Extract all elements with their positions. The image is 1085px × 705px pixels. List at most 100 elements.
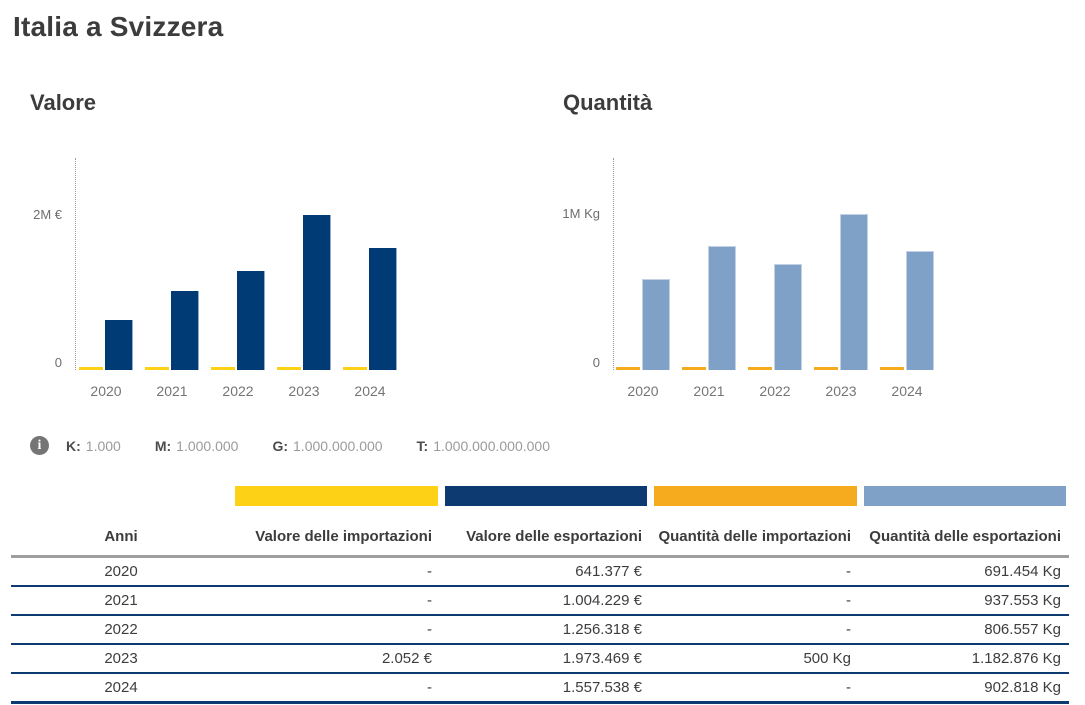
cell-value: 1.004.229 € [440,586,650,616]
x-axis-labels-quantita: 2020 2021 2022 2023 2024 [563,383,993,399]
y-axis-max-label: 1M Kg [562,206,600,221]
table-row-2023: 2023 2.052 €1.973.469 €500 Kg 1.182.876 Kg [11,644,1069,674]
x-axis-label-2024: 2024 [891,383,923,399]
bar-export-2024[interactable] [906,251,934,370]
column-header-valore-esportazioni: Valore delle esportazioni [440,521,650,558]
y-axis-quantita: 1M Kg 0 [562,158,613,370]
bar-export-2021[interactable] [171,291,199,370]
cell-value: - [650,673,859,704]
y-axis-max-label: 2M € [33,207,62,222]
cell-value: 1.182.876 Kg [859,644,1069,674]
cell-value: - [231,615,440,645]
table-row-2024: 2024-1.557.538 € -902.818 Kg [11,673,1069,704]
bar-export-2020[interactable] [642,279,670,370]
cell-year: 2024 [11,673,231,704]
chart-title-quantita: Quantità [563,90,653,115]
unit-legend-item-k: K: 1.000 [66,437,121,454]
bar-import-2020[interactable] [616,367,640,370]
bar-import-2021[interactable] [145,367,169,370]
table-header-row: Anni Valore delle importazioni Valore de… [11,521,1069,558]
plot-area-valore [75,158,397,370]
x-axis-label-2020: 2020 [90,383,122,399]
cell-value: 1.557.538 € [440,673,650,704]
cell-year: 2022 [11,615,231,645]
cell-value: 1.256.318 € [440,615,650,645]
x-axis-label-2021: 2021 [693,383,725,399]
x-axis-label-2022: 2022 [759,383,791,399]
legend-swatch-2 [444,486,647,506]
y-axis-zero-label: 0 [592,355,600,370]
series-color-legend [11,486,1069,506]
table-row-2021: 2021-1.004.229 € -937.553 Kg [11,586,1069,616]
x-axis-label-2023: 2023 [825,383,857,399]
x-axis-label-2021: 2021 [156,383,188,399]
cell-value: 937.553 Kg [859,586,1069,616]
bar-export-2023[interactable] [840,214,868,370]
cell-value: - [650,556,859,587]
bar-export-2022[interactable] [237,271,265,370]
table-row-2020: 2020-641.377 € -691.454 Kg [11,556,1069,587]
bar-import-2024[interactable] [343,367,367,370]
cell-value: - [231,586,440,616]
column-header-quantita-esportazioni: Quantità delle esportazioni [859,521,1069,558]
legend-swatch-1 [235,486,438,506]
x-axis-label-2024: 2024 [354,383,386,399]
column-header-anni: Anni [11,521,231,558]
info-icon[interactable]: i [30,436,49,455]
bar-group-2024 [343,248,397,370]
unit-legend-item-g: G: 1.000.000.000 [272,437,383,454]
cell-value: - [231,673,440,704]
y-axis-valore: 2M € 0 [30,158,75,370]
bar-group-2022 [748,264,802,370]
legend-swatch-3 [654,486,857,506]
unit-legend-item-t: T: 1.000.000.000.000 [416,437,550,454]
bar-import-2024[interactable] [880,367,904,370]
bar-import-2022[interactable] [748,367,772,370]
cell-value: - [650,586,859,616]
y-axis-zero-label: 0 [54,355,62,370]
y-axis-dotted-line [75,158,76,370]
bar-group-2020 [79,320,133,370]
cell-value: 641.377 € [440,556,650,587]
bar-export-2024[interactable] [369,248,397,370]
bar-export-2021[interactable] [708,246,736,370]
bar-import-2020[interactable] [79,367,103,370]
bar-export-2022[interactable] [774,264,802,370]
bar-group-2021 [682,246,736,370]
page-title: Italia a Svizzera [13,11,224,42]
cell-value: 2.052 € [231,644,440,674]
bar-import-2021[interactable] [682,367,706,370]
cell-value: 806.557 Kg [859,615,1069,645]
unit-legend: i K: 1.000 M: 1.000.000 G: 1.000.000.000 T:… [30,436,584,455]
data-table: Anni Valore delle importazioni Valore de… [11,521,1069,704]
bar-group-2023 [814,214,868,370]
y-axis-dotted-line [613,158,614,370]
cell-value: 1.973.469 € [440,644,650,674]
cell-value: 902.818 Kg [859,673,1069,704]
bar-export-2023[interactable] [303,215,331,370]
bar-export-2020[interactable] [105,320,133,370]
chart-quantita: Quantità 1M Kg 0 2020 2021 2022 2023 2024 [562,90,993,399]
legend-spacer [11,486,231,506]
cell-value: 500 Kg [650,644,859,674]
chart-title-valore: Valore [30,90,97,115]
legend-swatch-4 [863,486,1066,506]
x-axis-label-2020: 2020 [627,383,659,399]
cell-year: 2020 [11,556,231,587]
unit-legend-item-m: M: 1.000.000 [154,437,239,454]
column-header-quantita-importazioni: Quantità delle importazioni [650,521,859,558]
bar-group-2020 [616,279,670,370]
bar-import-2022[interactable] [211,367,235,370]
bar-group-2021 [145,291,199,370]
table-row-2022: 2022-1.256.318 € -806.557 Kg [11,615,1069,645]
chart-valore: Valore 2M € 0 2020 2021 2022 2023 2024 [30,90,460,399]
bar-import-2023[interactable] [277,367,301,370]
bar-group-2023 [277,215,331,370]
bar-import-2023[interactable] [814,367,838,370]
cell-value: 691.454 Kg [859,556,1069,587]
x-axis-label-2023: 2023 [288,383,320,399]
bar-group-2022 [211,271,265,370]
cell-year: 2021 [11,586,231,616]
column-header-valore-importazioni: Valore delle importazioni [231,521,440,558]
